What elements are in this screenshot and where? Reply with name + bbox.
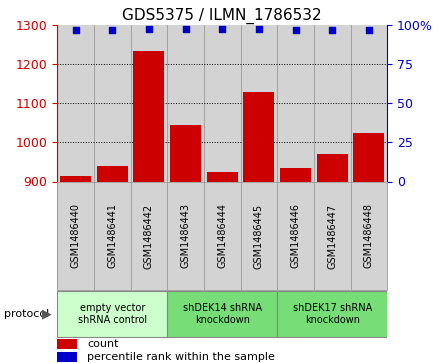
Bar — [207, 172, 238, 182]
Bar — [277, 291, 387, 337]
Bar — [351, 25, 387, 182]
Text: empty vector
shRNA control: empty vector shRNA control — [77, 303, 147, 325]
Text: percentile rank within the sample: percentile rank within the sample — [87, 352, 275, 362]
Point — [329, 27, 336, 33]
Bar — [131, 25, 167, 182]
Text: GSM1486441: GSM1486441 — [107, 203, 117, 269]
Bar — [57, 352, 77, 362]
Text: shDEK17 shRNA
knockdown: shDEK17 shRNA knockdown — [293, 303, 372, 325]
Point — [72, 27, 79, 33]
Bar — [353, 133, 385, 182]
Text: GSM1486448: GSM1486448 — [364, 203, 374, 269]
Text: GSM1486445: GSM1486445 — [254, 203, 264, 269]
Point — [219, 26, 226, 32]
Bar — [204, 25, 241, 182]
Point — [255, 26, 262, 32]
Bar — [243, 92, 275, 182]
Point — [109, 27, 116, 33]
Text: shDEK14 shRNA
knockdown: shDEK14 shRNA knockdown — [183, 303, 262, 325]
Bar — [277, 25, 314, 182]
Bar — [167, 25, 204, 182]
Text: GSM1486442: GSM1486442 — [144, 203, 154, 269]
Bar — [280, 168, 311, 182]
Bar — [94, 25, 131, 182]
Text: count: count — [87, 339, 118, 349]
Text: GSM1486444: GSM1486444 — [217, 203, 227, 269]
Text: protocol: protocol — [4, 309, 50, 319]
Point — [365, 27, 372, 33]
Text: GSM1486446: GSM1486446 — [290, 203, 301, 269]
Bar — [167, 291, 277, 337]
Text: GSM1486447: GSM1486447 — [327, 203, 337, 269]
Bar — [57, 25, 94, 182]
Bar — [133, 51, 165, 182]
Bar — [241, 25, 277, 182]
Bar — [57, 339, 77, 349]
Title: GDS5375 / ILMN_1786532: GDS5375 / ILMN_1786532 — [122, 8, 322, 24]
Point — [145, 26, 152, 32]
Text: ▶: ▶ — [42, 307, 51, 321]
Text: GSM1486443: GSM1486443 — [180, 203, 191, 269]
Bar — [60, 176, 91, 182]
Text: GSM1486440: GSM1486440 — [70, 203, 81, 269]
Point — [182, 26, 189, 32]
Bar — [317, 154, 348, 182]
Bar — [314, 25, 351, 182]
Bar — [57, 291, 167, 337]
Bar — [170, 125, 201, 182]
Point — [292, 27, 299, 33]
Bar — [97, 166, 128, 182]
